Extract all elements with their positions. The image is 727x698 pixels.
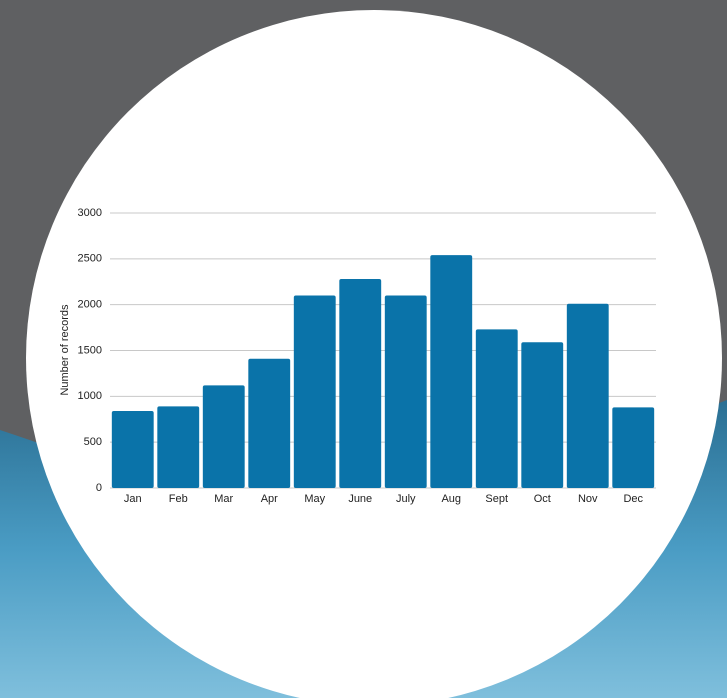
y-tick-label: 2500 xyxy=(78,253,102,265)
y-axis-label: Number of records xyxy=(59,304,71,396)
x-tick-label: June xyxy=(348,493,372,505)
bar xyxy=(384,295,427,488)
bar xyxy=(248,358,291,488)
x-tick-label: Feb xyxy=(169,493,188,505)
bar xyxy=(202,385,245,488)
x-tick-label: Sept xyxy=(485,493,508,505)
x-tick-label: Dec xyxy=(623,493,643,505)
x-tick-label: May xyxy=(304,493,325,505)
y-tick-label: 1000 xyxy=(78,390,102,402)
x-tick-label: Oct xyxy=(534,493,551,505)
y-tick-label: 1500 xyxy=(78,344,102,356)
x-tick-label: Aug xyxy=(441,493,461,505)
y-tick-label: 3000 xyxy=(78,207,102,219)
y-tick-label: 2000 xyxy=(78,299,102,311)
bar xyxy=(339,279,382,488)
x-tick-label: July xyxy=(396,493,416,505)
x-tick-label: Jan xyxy=(124,493,142,505)
bar xyxy=(612,407,655,488)
bar xyxy=(111,411,154,488)
x-tick-label: Apr xyxy=(261,493,278,505)
bar xyxy=(293,295,336,488)
x-tick-label: Mar xyxy=(214,493,233,505)
bar xyxy=(430,255,473,488)
bar xyxy=(521,342,564,488)
y-tick-label: 500 xyxy=(84,436,102,448)
bar xyxy=(157,406,200,488)
bar xyxy=(475,329,518,488)
y-tick-label: 0 xyxy=(96,482,102,494)
x-tick-label: Nov xyxy=(578,493,598,505)
bar xyxy=(566,303,609,488)
